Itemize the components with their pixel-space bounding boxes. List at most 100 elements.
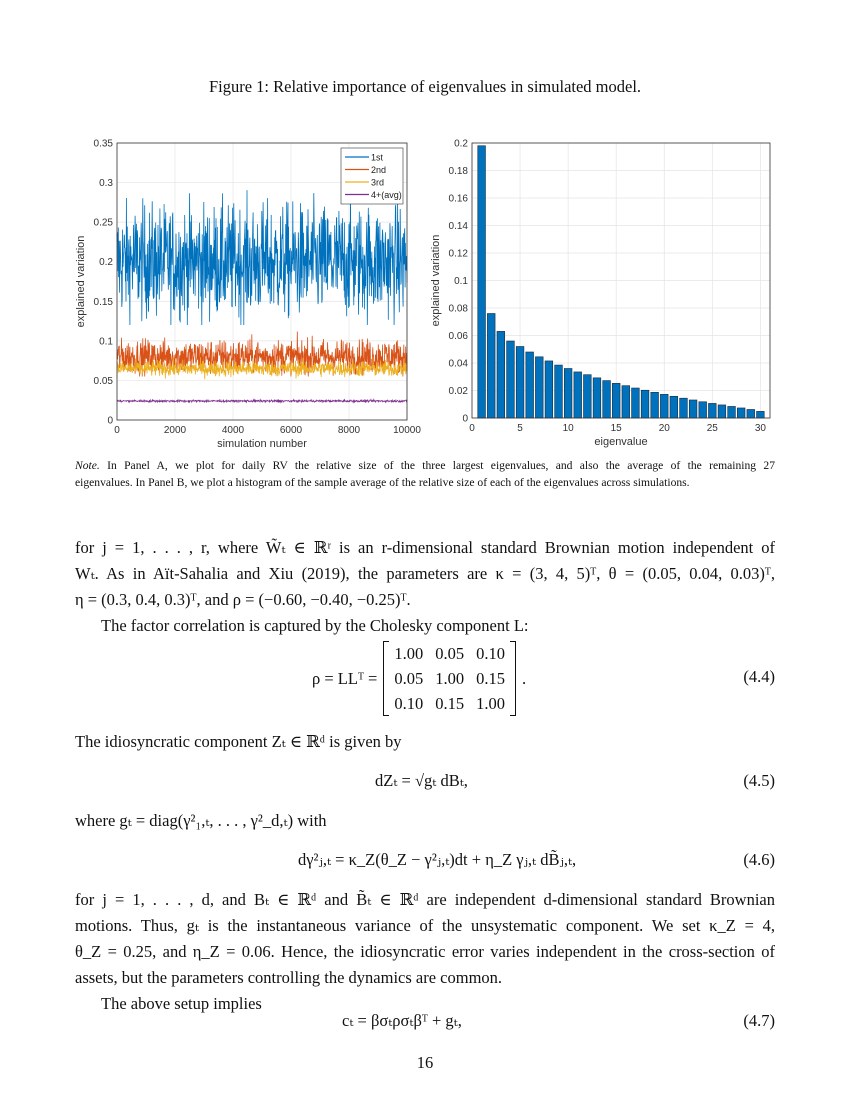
paragraph-line: where gₜ = diag(γ²₁,ₜ, . . . , γ²_d,ₜ) w… [75, 811, 327, 830]
matrix-cell: 1.00 [476, 694, 505, 713]
x-tick-label: 10 [563, 423, 575, 434]
legend-label: 1st [371, 153, 384, 163]
panel-a-line-chart: 0 0.05 0.1 0.15 0.2 0.25 0.3 0.35 0 2000 4000 6000 8… [75, 139, 421, 451]
y-tick-label: 0.3 [99, 178, 113, 189]
bar-2 [487, 313, 496, 419]
series-line-1st [116, 190, 408, 326]
equation-4-5: dZₜ = √gₜ dBₜ, [375, 771, 468, 790]
bar-6 [525, 351, 534, 419]
matrix-cell: 0.10 [476, 644, 505, 663]
x-tick-label: 2000 [164, 425, 187, 436]
equation-number: (4.5) [743, 771, 775, 790]
y-tick-label: 0.12 [449, 249, 469, 260]
bar-21 [669, 395, 679, 419]
series-line-3rd [116, 357, 408, 380]
x-tick-label: 10000 [393, 425, 421, 436]
page-number: 16 [416, 1053, 434, 1072]
panel-b-bar-chart: 0 0.02 0.04 0.06 0.08 0.1 0.12 0.14 0.16 0.18 0.2 0… [430, 139, 771, 448]
note-label: Note. [75, 459, 100, 472]
equation-4-4: ρ = LLᵀ = 1.00 0.05 0.10 0.05 1.00 0.15 0.10… [312, 641, 526, 716]
figure-title: Figure 1: Relative importance of eigenva… [208, 77, 642, 96]
bar-7 [535, 356, 544, 419]
y-tick-label: 0.06 [449, 331, 469, 342]
y-tick-label: 0.05 [94, 376, 114, 387]
bar-25 [708, 403, 717, 419]
paragraph-line: η = (0.3, 0.4, 0.3)ᵀ, and ρ = (−0.60, −0… [75, 590, 411, 609]
matrix-cell: 0.05 [435, 644, 465, 663]
equation-number: (4.4) [743, 667, 775, 686]
bar-23 [688, 399, 698, 419]
equation-4-6: dγ²ⱼ,ₜ = κ_Z(θ_Z − γ²ⱼ,ₜ)dt + η_Z γⱼ,ₜ d… [298, 850, 577, 869]
x-axis-label: eigenvalue [594, 436, 647, 448]
bar-22 [679, 397, 688, 419]
bar-16 [621, 385, 630, 419]
matrix-cell: 0.15 [476, 669, 505, 688]
x-tick-label: 25 [707, 423, 719, 434]
bar-18 [640, 389, 650, 419]
paragraph-line: motions. Thus, gₜ is the instantaneous v… [75, 916, 775, 935]
y-tick-label: 0.04 [449, 359, 469, 370]
paragraph-line: assets, but the parameters controlling t… [75, 968, 503, 987]
bar-11 [573, 371, 582, 419]
equation-lhs: ρ = LLᵀ = [312, 668, 378, 688]
axes-frame [116, 142, 408, 421]
bar-4 [506, 340, 515, 419]
legend-label: 4+(avg) [371, 190, 402, 200]
bar-27 [727, 406, 736, 419]
bar-12 [583, 374, 592, 419]
equation-number: (4.7) [743, 1011, 775, 1030]
bar-10 [563, 368, 573, 419]
y-tick-label: 0.18 [449, 166, 469, 177]
y-tick-label: 0.14 [449, 221, 469, 232]
legend-label: 3rd [371, 178, 384, 188]
y-tick-label: 0 [462, 414, 468, 425]
matrix-cell: 1.00 [435, 669, 465, 688]
x-tick-label: 4000 [222, 425, 245, 436]
bar-1 [477, 145, 486, 419]
bar-8 [544, 360, 554, 419]
note-text-1: In Panel A, we plot for daily RV the rel… [107, 459, 775, 472]
paragraph-line: Wₜ. As in Aït-Sahalia and Xiu (2019), th… [75, 564, 775, 583]
x-axis-label: simulation number [217, 438, 307, 450]
x-tick-label: 20 [659, 423, 671, 434]
bar-14 [602, 380, 611, 419]
bar-24 [698, 401, 707, 419]
y-tick-label: 0.15 [94, 297, 114, 308]
x-tick-label: 0 [469, 423, 475, 434]
paragraph-line: for j = 1, . . . , r, where W̃ₜ ∈ ℝʳ is … [75, 538, 775, 557]
bar-9 [554, 364, 563, 419]
y-tick-label: 0.25 [94, 218, 114, 229]
equation-number: (4.6) [743, 850, 775, 869]
x-tick-label: 6000 [280, 425, 303, 436]
bar-17 [631, 387, 640, 419]
matrix-cell: 1.00 [394, 644, 424, 663]
matrix-cell: 0.05 [394, 669, 424, 688]
y-axis-label: explained variation [430, 235, 442, 327]
y-axis-label: explained variation [75, 236, 87, 328]
bar-20 [660, 394, 669, 419]
x-tick-label: 5 [517, 423, 523, 434]
y-tick-label: 0.35 [94, 139, 114, 150]
bar-5 [515, 346, 525, 419]
y-tick-label: 0.02 [449, 386, 469, 397]
bar-15 [612, 383, 621, 419]
y-tick-label: 0.16 [449, 194, 469, 205]
paragraph-line: for j = 1, . . . , d, and Bₜ ∈ ℝᵈ and B̃… [75, 890, 775, 909]
paragraph-line: The idiosyncratic component Zₜ ∈ ℝᵈ is g… [75, 732, 402, 751]
equation-4-7: cₜ = βσₜρσₜβᵀ + gₜ, [342, 1011, 462, 1030]
figure-note-line-1: Note. In Panel A, we plot for daily RV t… [75, 457, 775, 474]
legend-label: 2nd [371, 165, 386, 175]
equation-tail: . [521, 668, 527, 688]
y-tick-label: 0 [107, 416, 113, 427]
paragraph-line: The above setup implies [101, 994, 262, 1013]
bar-30 [756, 411, 765, 419]
paragraph-line: θ_Z = 0.25, and η_Z = 0.06. Hence, the i… [75, 942, 775, 961]
paragraph-line: The factor correlation is captured by th… [101, 616, 529, 635]
figure-note-line-2: eigenvalues. In Panel B, we plot a histo… [75, 476, 690, 489]
x-tick-label: 8000 [338, 425, 361, 436]
bar-19 [650, 391, 659, 419]
bar-29 [746, 409, 755, 419]
x-tick-label: 0 [114, 425, 120, 436]
bar-13 [592, 377, 602, 419]
y-tick-label: 0.2 [99, 257, 113, 268]
